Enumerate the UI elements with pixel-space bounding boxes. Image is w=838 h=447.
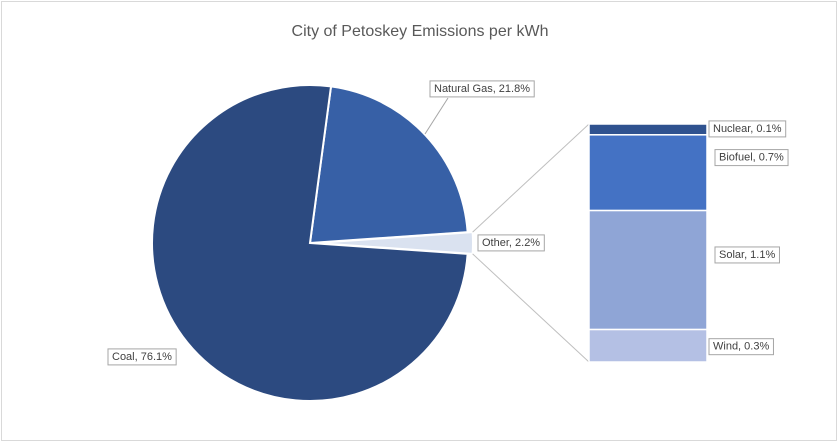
data-label-group: Biofuel, 0.7% — [714, 149, 789, 167]
data-label-box — [107, 348, 177, 366]
data-label-box — [429, 80, 535, 98]
data-label: Coal, 76.1% — [112, 351, 172, 363]
bar-segment — [588, 134, 708, 212]
bar-segment — [588, 123, 708, 136]
data-label-box — [708, 120, 787, 138]
chart-title: City of Petoskey Emissions per kWh — [292, 23, 549, 40]
data-label: Nuclear, 0.1% — [713, 123, 782, 135]
data-label-box — [714, 149, 789, 167]
connector-line — [472, 123, 590, 233]
connector-line — [472, 253, 590, 363]
bar-segment — [588, 328, 708, 363]
data-label: Solar, 1.1% — [719, 249, 775, 261]
data-label-box — [708, 338, 774, 356]
data-label-group: Natural Gas, 21.8% — [429, 80, 535, 98]
data-label-group: Wind, 0.3% — [708, 338, 774, 356]
pie-slice — [151, 84, 469, 402]
data-label-group: Other, 2.2% — [477, 234, 545, 252]
data-label-group: Solar, 1.1% — [714, 246, 780, 264]
data-label-box — [714, 246, 780, 264]
data-label-box — [477, 234, 545, 252]
data-label: Other, 2.2% — [482, 237, 540, 249]
pie-slice — [308, 85, 469, 245]
leader-line — [424, 97, 449, 135]
data-label-group: Coal, 76.1% — [107, 348, 177, 366]
bar-segment — [588, 209, 708, 331]
data-label: Natural Gas, 21.8% — [434, 83, 530, 95]
data-label: Biofuel, 0.7% — [719, 152, 784, 164]
data-label-group: Nuclear, 0.1% — [708, 120, 787, 138]
pie-slice — [314, 231, 475, 255]
data-label: Wind, 0.3% — [713, 341, 769, 353]
